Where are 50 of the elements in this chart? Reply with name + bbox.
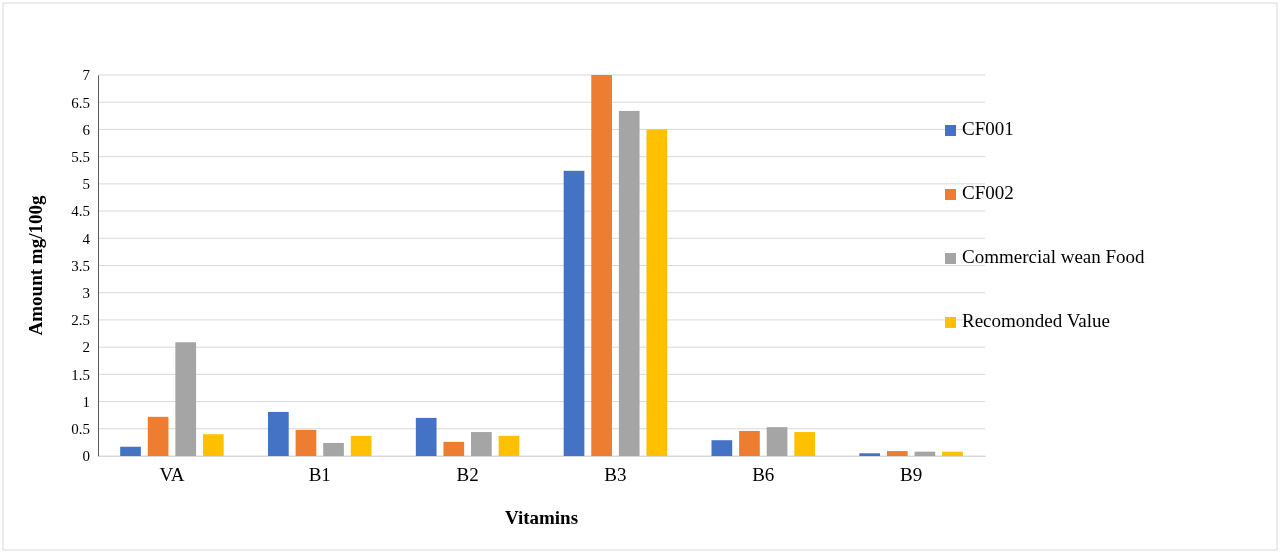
- bar: [350, 435, 372, 456]
- bar: [886, 451, 908, 456]
- bar: [591, 75, 612, 456]
- bar: [323, 442, 344, 456]
- x-tick-label: B3: [604, 464, 627, 486]
- y-tick-label: 3.5: [71, 257, 90, 274]
- bar: [498, 435, 520, 456]
- bar: [739, 430, 760, 456]
- bar: [766, 427, 788, 456]
- legend-label: CF002: [962, 182, 1014, 203]
- legend-label: Commercial wean Food: [962, 246, 1146, 267]
- y-tick-label: 0.5: [71, 421, 90, 438]
- bar: [859, 453, 881, 456]
- bar: [942, 451, 963, 456]
- y-tick-label: 3: [82, 285, 90, 302]
- bar: [120, 446, 141, 456]
- y-tick-label: 2.5: [71, 312, 90, 329]
- x-tick-label: VA: [159, 464, 185, 486]
- legend-label: Recomonded Value: [962, 310, 1110, 331]
- y-tick-label: 1.5: [71, 366, 90, 383]
- x-tick-label: B1: [308, 464, 331, 486]
- legend-label: CF001: [962, 118, 1014, 139]
- bar: [618, 110, 640, 456]
- bar: [443, 441, 465, 456]
- bar: [415, 417, 437, 456]
- x-axis-title: Vitamins: [504, 507, 579, 528]
- x-tick-label: B6: [752, 464, 775, 486]
- bar: [794, 432, 815, 456]
- bar: [147, 416, 169, 456]
- bar: [175, 342, 197, 456]
- x-tick-label: B2: [456, 464, 479, 486]
- bar: [646, 129, 668, 456]
- y-tick-label: 5.5: [71, 148, 90, 165]
- y-tick-label: 4: [82, 230, 91, 247]
- y-tick-label: 7: [82, 67, 91, 84]
- bar: [563, 170, 585, 456]
- bar: [202, 434, 224, 456]
- y-tick-label: 4.5: [71, 203, 90, 220]
- y-tick-label: 6: [82, 121, 91, 138]
- bar: [711, 440, 733, 456]
- bar: [268, 411, 289, 456]
- y-axis-title: Amount mg/100g: [25, 195, 46, 336]
- y-tick-label: 5: [82, 176, 90, 193]
- x-tick-label: B9: [899, 464, 923, 486]
- y-tick-label: 6.5: [71, 94, 90, 111]
- bar: [295, 429, 317, 456]
- bar: [471, 432, 492, 456]
- y-tick-label: 2: [82, 339, 90, 356]
- y-tick-label: 1: [82, 393, 90, 410]
- y-tick-label: 0: [82, 448, 90, 465]
